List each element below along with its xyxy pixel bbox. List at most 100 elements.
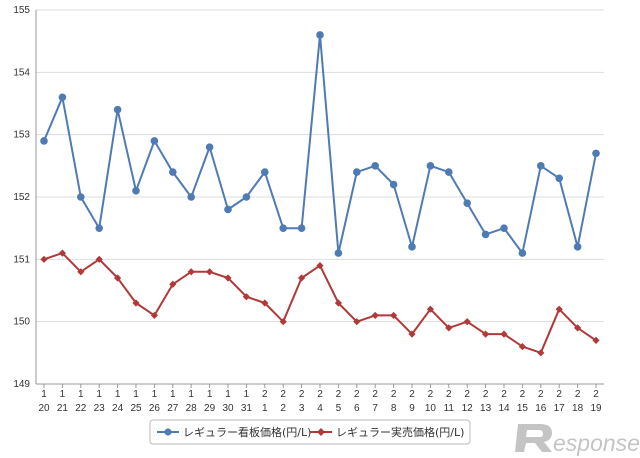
data-point xyxy=(408,330,416,338)
x-tick-label-month: 2 xyxy=(428,389,434,400)
y-tick-label: 154 xyxy=(13,67,30,78)
data-point xyxy=(500,224,508,232)
x-tick-label-month: 1 xyxy=(152,389,158,400)
data-point xyxy=(537,162,545,170)
x-tick-label-day: 26 xyxy=(149,403,161,414)
data-point xyxy=(463,199,472,208)
x-tick-label-month: 2 xyxy=(464,389,470,400)
data-point xyxy=(261,299,269,307)
y-tick-label: 152 xyxy=(13,192,30,203)
x-tick-label-month: 2 xyxy=(446,389,452,400)
x-tick-label-day: 14 xyxy=(498,403,510,414)
x-tick-label-month: 2 xyxy=(336,389,342,400)
y-tick-label: 149 xyxy=(13,379,30,390)
data-point xyxy=(150,137,159,145)
data-point xyxy=(389,180,398,189)
data-point xyxy=(316,31,324,39)
data-point xyxy=(132,186,140,195)
data-point xyxy=(371,311,379,320)
x-tick-label-day: 12 xyxy=(462,403,474,414)
x-tick-label-day: 28 xyxy=(186,403,198,414)
data-point xyxy=(95,224,103,232)
data-point xyxy=(113,105,122,114)
x-tick-label-month: 1 xyxy=(96,389,102,400)
legend-label-series-2: レギュラー実売価格(円/L) xyxy=(336,425,464,439)
x-tick-label-day: 29 xyxy=(204,403,216,414)
series-2 xyxy=(40,249,600,357)
data-point xyxy=(298,274,306,282)
x-tick-label-month: 1 xyxy=(188,389,194,400)
legend: レギュラー看板価格(円/L) レギュラー実売価格(円/L) xyxy=(149,419,471,445)
data-point xyxy=(187,268,195,276)
data-point xyxy=(297,224,306,232)
data-point xyxy=(58,249,66,257)
x-tick-label-month: 2 xyxy=(317,389,323,400)
x-tick-label-month: 1 xyxy=(78,389,84,400)
x-tick-label-month: 2 xyxy=(593,389,599,400)
x-tick-label-month: 2 xyxy=(575,389,581,400)
x-tick-label-month: 1 xyxy=(133,389,139,400)
x-tick-label-day: 25 xyxy=(130,403,142,414)
data-point xyxy=(574,324,582,332)
x-tick-label-day: 24 xyxy=(112,403,124,414)
data-point xyxy=(58,93,67,102)
legend-item-series-2: レギュラー実売価格(円/L) xyxy=(310,425,464,439)
data-point xyxy=(482,330,490,338)
x-tick-label-month: 2 xyxy=(556,389,562,400)
x-tick-label-month: 1 xyxy=(207,389,213,400)
data-point xyxy=(445,324,453,332)
x-tick-label-day: 3 xyxy=(299,403,305,414)
x-tick-label-month: 2 xyxy=(538,389,544,400)
x-tick-label-month: 2 xyxy=(354,389,360,400)
data-point xyxy=(77,268,85,276)
data-point xyxy=(187,193,195,201)
x-tick-label-day: 31 xyxy=(241,403,253,414)
x-tick-label-day: 9 xyxy=(409,403,415,414)
data-point xyxy=(114,274,122,282)
x-tick-label-day: 18 xyxy=(572,403,584,414)
x-tick-label-day: 27 xyxy=(167,403,179,414)
x-tick-label-day: 8 xyxy=(391,403,397,414)
data-point xyxy=(555,174,563,183)
data-point xyxy=(426,162,435,170)
response-r-logo-icon xyxy=(515,424,552,452)
data-point xyxy=(426,305,434,313)
x-tick-label-day: 4 xyxy=(317,403,323,414)
data-point xyxy=(279,224,288,232)
x-tick-label-month: 2 xyxy=(280,389,286,400)
x-tick-label-month: 1 xyxy=(225,389,231,400)
data-point xyxy=(592,149,600,158)
y-tick-label: 155 xyxy=(13,5,30,16)
data-point xyxy=(481,230,490,239)
data-point xyxy=(463,318,471,326)
data-point xyxy=(261,168,269,176)
data-point xyxy=(279,318,287,326)
data-point xyxy=(500,330,508,338)
legend-swatch-marker-2 xyxy=(317,428,325,436)
watermark-text: esponse. xyxy=(553,430,640,456)
x-tick-label-day: 6 xyxy=(354,403,360,414)
series-group xyxy=(40,31,600,357)
y-tick-label: 150 xyxy=(13,317,30,328)
x-tick-label-day: 16 xyxy=(535,403,547,414)
data-point xyxy=(40,255,48,263)
data-point xyxy=(150,311,158,320)
x-tick-label-day: 15 xyxy=(517,403,529,414)
legend-label-series-1: レギュラー看板価格(円/L) xyxy=(183,425,311,439)
x-tick-label-month: 2 xyxy=(501,389,507,400)
data-point xyxy=(169,280,177,288)
x-tick-label-month: 1 xyxy=(170,389,176,400)
data-point xyxy=(224,274,232,282)
x-tick-label-day: 10 xyxy=(425,403,437,414)
data-point xyxy=(316,261,324,270)
legend-item-series-1: レギュラー看板価格(円/L) xyxy=(157,425,311,439)
legend-swatch-marker-1 xyxy=(164,428,172,436)
data-point xyxy=(95,255,103,263)
x-tick-label-day: 23 xyxy=(94,403,106,414)
data-point xyxy=(334,299,342,307)
y-tick-label: 151 xyxy=(13,254,30,265)
data-point xyxy=(242,293,250,301)
series-line-1 xyxy=(43,33,597,255)
data-point xyxy=(518,249,527,257)
